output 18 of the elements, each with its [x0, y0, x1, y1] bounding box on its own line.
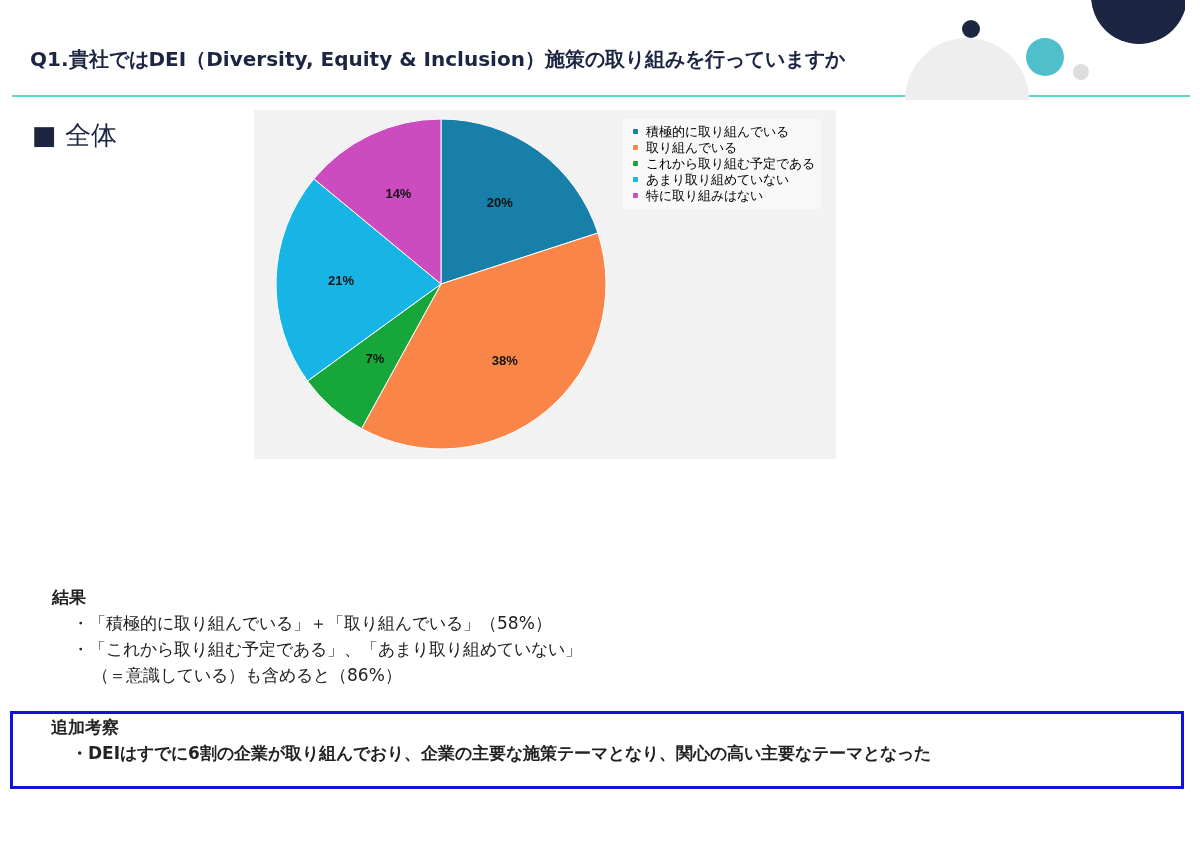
text: （＝意識している）も含めると（86%）	[91, 664, 403, 687]
legend-label: 積極的に取り組んでいる	[646, 123, 789, 139]
data-label: 14%	[385, 185, 412, 201]
text: ・「これから取り組む予定である」、「あまり取り組めていない」	[71, 638, 582, 661]
chart-subtitle: ■ 全体	[32, 119, 117, 152]
legend-label: 特に取り組みはない	[646, 187, 763, 203]
data-label: 38%	[491, 353, 519, 369]
text: ・「積極的に取り組んでいる」＋「取り組んでいる」（58%）	[71, 612, 553, 635]
data-label: 7%	[365, 351, 385, 367]
legend-label: これから取り組む予定である	[646, 155, 815, 171]
legend-label: あまり取り組めていない	[646, 171, 789, 187]
data-label: 20%	[486, 195, 514, 211]
text: 追加考察	[50, 716, 120, 739]
text: ・DEIはすでに6割の企業が取り組んでおり、企業の主要な施策テーマとなり、関心の高い主要なテーマとなった	[70, 742, 932, 765]
legend-label: 取り組んでいる	[646, 139, 737, 155]
chart-title: Q1.貴社ではDEI（Diversity, Equity & Inclusion）施策の取り組みを行っていますか	[30, 46, 845, 73]
data-label: 21%	[328, 272, 355, 288]
text: 結果	[52, 586, 87, 609]
